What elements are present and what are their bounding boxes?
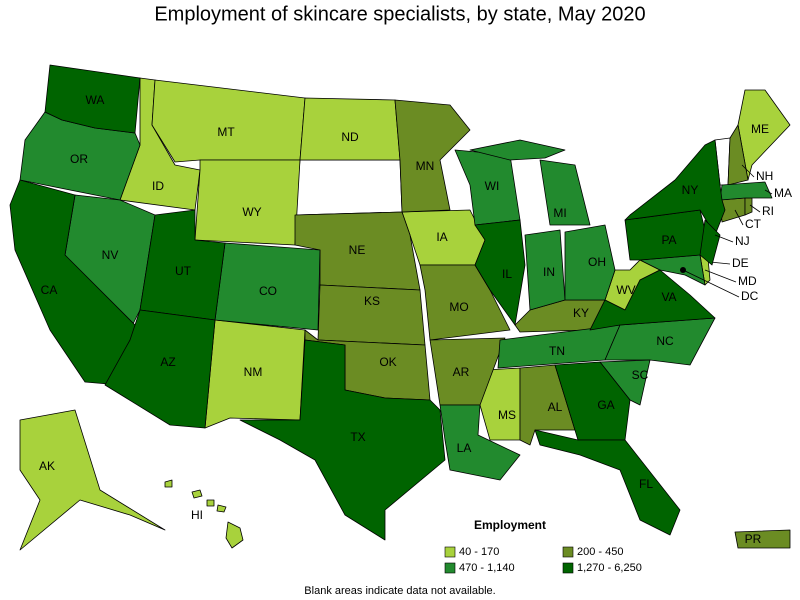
blank-state bbox=[294, 159, 403, 216]
legend-label: 470 - 1,140 bbox=[459, 562, 515, 574]
state-label: NM bbox=[244, 365, 263, 379]
leader-line bbox=[704, 269, 737, 283]
leader-line bbox=[682, 269, 740, 298]
state-label: MN bbox=[416, 159, 435, 173]
state-label: ND bbox=[341, 130, 359, 144]
state-label: MT bbox=[217, 125, 235, 139]
state bbox=[699, 219, 721, 266]
state bbox=[19, 409, 166, 551]
state-label: AL bbox=[548, 400, 563, 414]
state-label: MO bbox=[449, 300, 468, 314]
legend-label: 200 - 450 bbox=[577, 546, 623, 558]
state bbox=[394, 99, 471, 213]
state-label: WV bbox=[616, 283, 635, 297]
state-label: ME bbox=[751, 122, 769, 136]
state-label: MI bbox=[553, 206, 566, 220]
state-label: NE bbox=[349, 243, 366, 257]
state-label: CO bbox=[259, 284, 277, 298]
state-label: PA bbox=[661, 233, 676, 247]
state-label: OR bbox=[70, 152, 88, 166]
legend-swatch bbox=[562, 562, 574, 574]
leader-line bbox=[714, 234, 734, 243]
state-label: NC bbox=[656, 334, 674, 348]
state-label: IL bbox=[502, 267, 512, 281]
note: Blank areas indicate data not available. bbox=[304, 585, 495, 597]
legend-swatch bbox=[444, 562, 456, 574]
legend-title: Employment bbox=[474, 518, 546, 532]
state-label: MD bbox=[738, 274, 757, 288]
state bbox=[439, 404, 521, 481]
state-label: VA bbox=[661, 290, 676, 304]
state-label: IA bbox=[436, 230, 447, 244]
map-title: Employment of skincare specialists, by s… bbox=[154, 3, 645, 25]
state bbox=[734, 529, 791, 549]
state bbox=[239, 339, 446, 541]
state-label: NV bbox=[102, 248, 119, 262]
state bbox=[44, 64, 141, 134]
state-label: MA bbox=[774, 186, 792, 200]
state-label: ID bbox=[152, 179, 164, 193]
leader-line bbox=[741, 164, 755, 178]
state-label: LA bbox=[457, 441, 472, 455]
state-label: AK bbox=[39, 459, 55, 473]
state bbox=[216, 504, 227, 513]
state bbox=[564, 224, 616, 301]
state-label: CT bbox=[745, 217, 762, 231]
state bbox=[744, 197, 753, 216]
state-label: DE bbox=[732, 256, 749, 270]
state bbox=[474, 219, 526, 326]
state-label: TN bbox=[549, 344, 565, 358]
state bbox=[534, 429, 681, 536]
state-label: FL bbox=[639, 477, 653, 491]
legend-swatch bbox=[562, 546, 574, 558]
state-label: WI bbox=[485, 179, 500, 193]
state bbox=[539, 159, 591, 226]
state-label: NY bbox=[682, 183, 699, 197]
state-label: CA bbox=[41, 283, 58, 297]
state-label: GA bbox=[597, 398, 614, 412]
state bbox=[727, 124, 749, 186]
state-label: HI bbox=[191, 508, 203, 522]
state bbox=[104, 309, 216, 429]
state bbox=[624, 139, 726, 236]
leader-line bbox=[764, 189, 773, 195]
state bbox=[719, 181, 773, 201]
state-label: AR bbox=[453, 365, 470, 379]
state bbox=[225, 521, 244, 549]
state bbox=[9, 179, 146, 386]
state bbox=[554, 361, 631, 441]
state-label: WA bbox=[86, 93, 105, 107]
state bbox=[469, 139, 566, 161]
state bbox=[191, 489, 203, 499]
state-label: KS bbox=[364, 294, 380, 308]
state-label: DC bbox=[741, 289, 759, 303]
state-label: WY bbox=[242, 205, 261, 219]
state bbox=[206, 499, 215, 507]
state-label: KY bbox=[573, 306, 589, 320]
legend-label: 1,270 - 6,250 bbox=[577, 562, 642, 574]
state-label: SC bbox=[632, 368, 649, 382]
state-label: PR bbox=[745, 532, 762, 546]
state bbox=[299, 97, 401, 161]
state bbox=[194, 159, 301, 246]
state-label: RI bbox=[762, 204, 774, 218]
state-label: OH bbox=[588, 255, 606, 269]
state bbox=[151, 79, 306, 163]
state-label: AZ bbox=[160, 355, 175, 369]
legend-label: 40 - 170 bbox=[459, 546, 499, 558]
state-label: MS bbox=[498, 408, 516, 422]
state-label: IN bbox=[543, 265, 555, 279]
state-label: UT bbox=[175, 264, 192, 278]
state bbox=[164, 479, 173, 488]
legend-swatch bbox=[444, 546, 456, 558]
state bbox=[589, 269, 716, 331]
leader-line bbox=[749, 204, 761, 213]
leader-line bbox=[709, 261, 731, 265]
state-label: NJ bbox=[735, 234, 750, 248]
state-label: OK bbox=[379, 355, 396, 369]
state-label: NH bbox=[756, 169, 773, 183]
leader-line bbox=[734, 209, 744, 226]
state-label: TX bbox=[350, 430, 365, 444]
